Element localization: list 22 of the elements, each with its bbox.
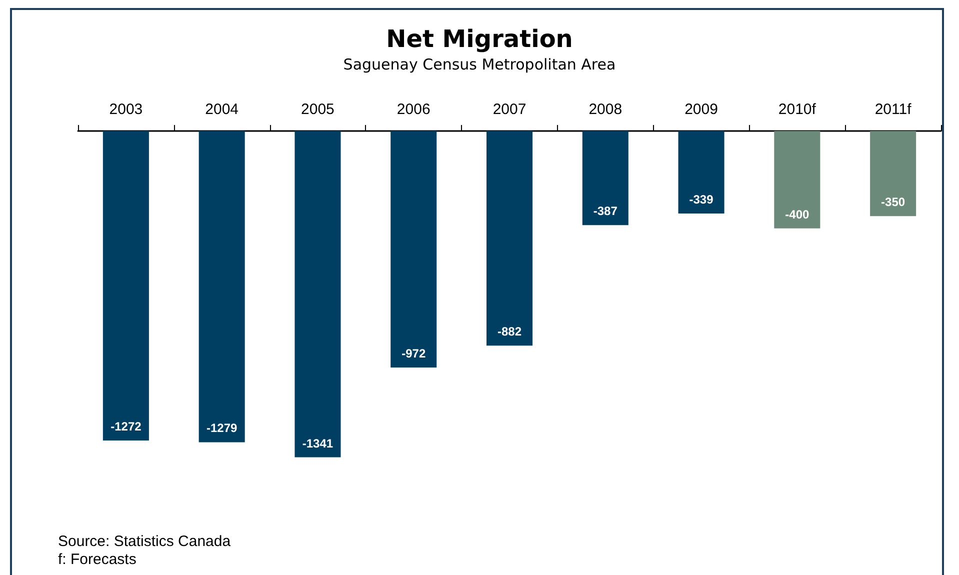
text: f: Forecasts [58, 551, 138, 569]
data-label: -400 [785, 207, 810, 222]
data-label: -1341 [302, 436, 334, 450]
chart-subtitle: Saguenay Census Metropolitan Area [343, 56, 616, 74]
data-label: -1272 [110, 420, 142, 434]
data-label: -972 [402, 346, 426, 361]
x-tick-label: 2011f [874, 101, 912, 118]
x-tick-label: 2010f [778, 101, 817, 118]
data-label: -1279 [206, 421, 238, 436]
x-tick-label: 2007 [492, 101, 526, 118]
data-label: -350 [881, 195, 906, 210]
data-label: -339 [689, 192, 714, 206]
x-tick-label: 2006 [396, 101, 430, 118]
x-tick-label: 2004 [205, 101, 239, 118]
x-tick-label: 2009 [684, 101, 718, 118]
chart-title: Net Migration [386, 25, 573, 53]
data-label: -387 [593, 204, 618, 218]
data-label: -882 [497, 324, 522, 339]
source-note: Source: Statistics Canada [58, 533, 231, 551]
x-tick-label: 2008 [588, 101, 622, 118]
x-tick-label: 2005 [301, 101, 334, 118]
x-tick-label: 2003 [109, 101, 143, 118]
